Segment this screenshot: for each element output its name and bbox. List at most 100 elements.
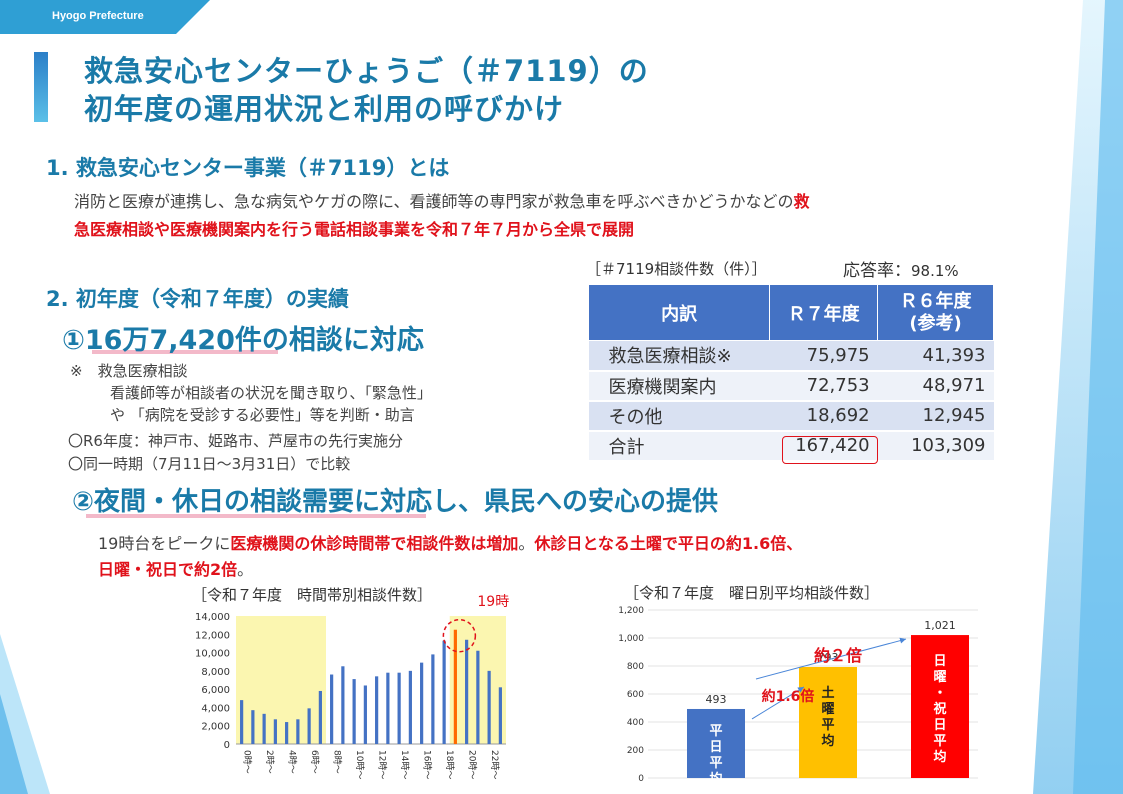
bar: [476, 650, 480, 744]
y-tick-label: 400: [627, 718, 644, 728]
bar: [687, 708, 745, 778]
bar: [386, 672, 390, 744]
point2-text-b: 。: [237, 560, 254, 579]
table-row: 医療機関案内 72,753 48,971: [588, 370, 994, 402]
bar: [431, 654, 435, 744]
point2-text-a: 19時台をピークに: [98, 534, 231, 553]
x-tick-label: 0時～: [242, 750, 253, 774]
table-cell-label: 医療機関案内: [588, 370, 770, 402]
point1-underline: [92, 350, 278, 354]
point2-text-line1: 19時台をピークに医療機関の休診時間帯で相談件数は増加。休診日となる土曜で平日の…: [98, 530, 802, 554]
point2-underline: [86, 514, 426, 518]
category-label-char: 平: [709, 724, 722, 739]
bar: [251, 710, 255, 744]
y-tick-label: 600: [627, 690, 644, 700]
page-title-line2: 初年度の運用状況と利用の呼びかけ: [84, 92, 565, 126]
bar: [442, 640, 446, 744]
org-label: Hyogo Prefecture: [52, 10, 144, 22]
bar: [352, 679, 356, 744]
table-cell-label: 合計: [588, 430, 770, 462]
x-tick-label: 8時～: [332, 750, 343, 774]
x-tick-label: 2時～: [264, 750, 275, 774]
x-tick-label: 6時～: [309, 750, 320, 774]
table-row: その他 18,692 12,945: [588, 400, 994, 432]
table-cell-label: その他: [588, 400, 770, 432]
bar: [330, 674, 334, 744]
note-line: 〇R6年度：神戸市、姫路市、芦屋市の先行実施分: [68, 432, 403, 450]
category-label-char: 日: [933, 654, 946, 669]
bar: [296, 719, 300, 744]
point2-text-a-red: 医療機関の休診時間帯で相談件数は増加: [230, 534, 519, 553]
bar: [420, 662, 424, 744]
bar: [318, 690, 322, 744]
note-line: や 「病院を受診する必要性」等を判断・助言: [110, 406, 415, 424]
category-label-char: 日: [709, 740, 722, 755]
x-tick-label: 20時～: [467, 750, 478, 779]
y-tick-label: 0: [638, 774, 644, 784]
x-tick-label: 12時～: [377, 750, 388, 779]
point1-prefix: ①: [62, 325, 85, 356]
table-header-breakdown: 内訳: [587, 284, 771, 341]
section1-text-a: 消防と医療が連携し、急な病気やケガの際に、看護師等の専門家が救急車を呼ぶべきかど…: [74, 192, 794, 211]
note-line: 〇同一時期（7月11日～3月31日）で比較: [68, 455, 351, 473]
category-label-char: 平: [933, 734, 946, 749]
note-line: ※ 救急医療相談: [70, 362, 188, 380]
point2-text-a2: 。: [518, 534, 535, 553]
y-tick-label: 0: [224, 740, 230, 751]
point1-suffix: の相談に対応: [261, 325, 424, 356]
bar: [285, 722, 289, 744]
point2-text-line2: 日曜・祝日で約2倍。: [98, 556, 253, 580]
hourly-chart: 0 2,000 4,000 6,000 8,000 10,000 12,000 14,000 0…: [195, 594, 509, 779]
weekday-chart: 02004006008001,0001,200493平日平均793土曜平均1,0…: [618, 606, 978, 787]
y-tick-label: 8,000: [201, 667, 230, 678]
y-tick-label: 10,000: [195, 649, 230, 660]
page-title-line1: 救急安心センターひょうご（＃7119）の: [84, 54, 649, 88]
category-label-char: 平: [709, 756, 722, 771]
bar: [487, 670, 491, 744]
table-header-r6: Ｒ６年度 (参考): [877, 284, 994, 341]
category-label-char: ・: [933, 686, 946, 701]
arrow-1: [751, 686, 805, 720]
point2-heading: ②夜間・休日の相談需要に対応し、県民への安心の提供: [72, 487, 719, 517]
section1-text-line1: 消防と医療が連携し、急な病気やケガの際に、看護師等の専門家が救急車を呼ぶべきかど…: [74, 188, 810, 212]
category-label-char: 均: [821, 733, 834, 749]
peak-circle: [442, 618, 477, 653]
section1-text-line2: 急医療相談や医療機関案内を行う電話相談事業を令和７年７月から全県で展開: [74, 220, 635, 239]
table-cell-r6: 103,309: [877, 430, 994, 462]
x-tick-label: 16時～: [422, 750, 433, 779]
table-cell-label: 救急医療相談※: [588, 340, 770, 372]
response-rate: 応答率：98.1%: [843, 256, 959, 281]
x-tick-label: 4時～: [287, 750, 298, 774]
bar: [262, 713, 266, 744]
bar: [307, 708, 311, 744]
x-tick-label: 10時～: [354, 750, 365, 779]
table-row: 救急医療相談※ 75,975 41,393: [588, 340, 994, 372]
x-tick-label: 14時～: [399, 750, 410, 779]
header-tab-shape: [0, 0, 210, 34]
y-tick-label: 1,000: [618, 634, 644, 644]
table-row: 合計 167,420 103,309: [588, 430, 994, 462]
table-cell-r7: 167,420: [769, 430, 878, 462]
data-label: 493: [706, 693, 727, 706]
category-label-char: 均: [709, 771, 722, 787]
table-cell-r7: 72,753: [769, 370, 878, 402]
title-accent-bar: [34, 52, 48, 122]
response-rate-value: 98.1%: [911, 262, 959, 280]
bar: [799, 666, 857, 778]
category-label-char: 祝: [933, 701, 946, 717]
point1-number: 16万7,420件: [84, 325, 262, 356]
bar: [363, 685, 367, 744]
right-decoration: [1033, 0, 1123, 794]
bar: [453, 629, 457, 744]
weekday-chart-title: ［令和７年度 曜日別平均相談件数］: [624, 584, 880, 602]
table-cell-r7: 75,975: [769, 340, 878, 372]
bar: [341, 666, 345, 744]
x-tick-label: 22時～: [489, 750, 500, 779]
y-tick-label: 1,200: [618, 606, 644, 616]
category-label-char: 曜: [933, 670, 946, 685]
peak-label: 19時: [477, 594, 509, 610]
bar: [498, 687, 502, 744]
bar: [911, 635, 969, 778]
bar: [408, 670, 412, 744]
table-cell-r7: 18,692: [769, 400, 878, 432]
